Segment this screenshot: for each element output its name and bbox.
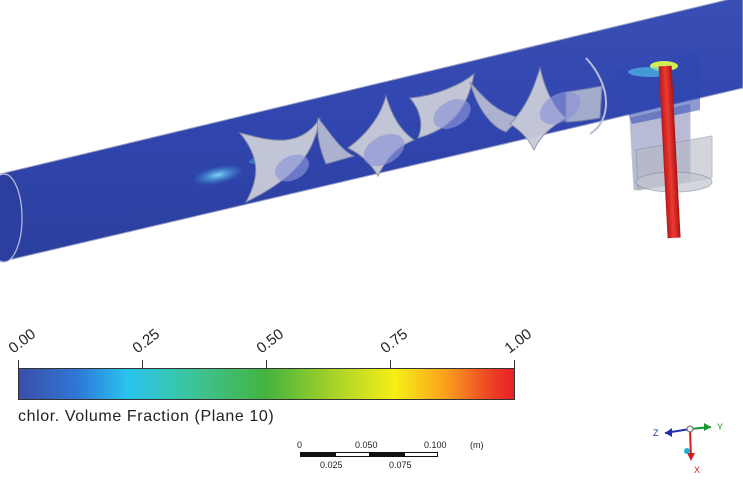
legend-tick-mark	[142, 360, 143, 368]
legend-tick-mark	[18, 360, 19, 368]
scale-bar-label: 0	[297, 440, 303, 450]
scale-bar-label: 0.100	[424, 440, 447, 450]
axis-label-y: Y	[717, 422, 723, 432]
scale-bar-label: 0.050	[355, 440, 378, 450]
legend-tick-label: 0.50	[253, 325, 288, 357]
legend-tick-label: 1.00	[501, 325, 536, 357]
axis-label-z: Z	[653, 428, 659, 438]
scale-bar-label: 0.075	[389, 460, 412, 470]
legend-tick-label: 0.25	[129, 325, 164, 357]
scale-bar-label: 0.025	[320, 460, 343, 470]
axes-triad: Z Y X	[653, 422, 723, 475]
scale-bar-segment	[404, 452, 438, 457]
injection-jet	[192, 164, 244, 186]
legend-tick-label: 0.75	[377, 325, 412, 357]
pipe-inlet-ellipse	[0, 173, 23, 263]
dosing-rod	[658, 65, 681, 239]
legend-tick-mark	[390, 360, 391, 368]
legend-variable-title: chlor. Volume Fraction (Plane 10)	[18, 408, 275, 425]
axis-label-x: X	[694, 465, 700, 475]
legend-tick-label: 0.00	[5, 325, 40, 357]
mixer-lobes	[274, 91, 581, 182]
legend-tick-mark	[266, 360, 267, 368]
scale-bar-segment	[370, 452, 404, 457]
scale-bar-segment	[300, 452, 335, 457]
color-legend-bar	[18, 368, 515, 400]
scale-bar-segment	[335, 452, 370, 457]
legend-tick-mark	[514, 360, 515, 368]
scale-bar-unit: (m)	[470, 440, 484, 450]
pipe-mixer-scene	[0, 0, 743, 263]
